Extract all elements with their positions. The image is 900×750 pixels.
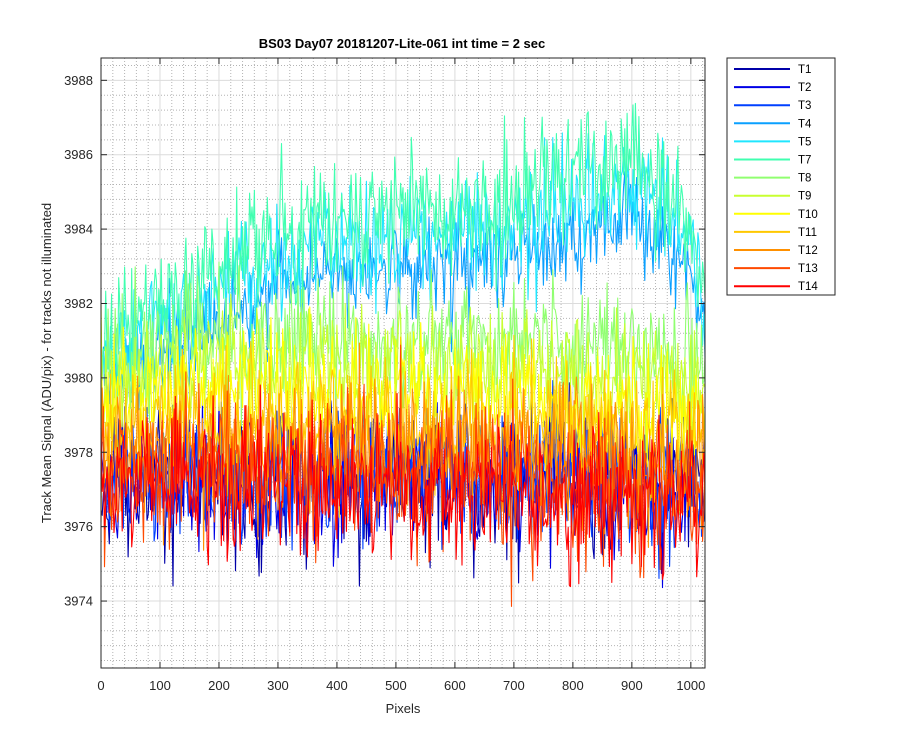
y-tick-label: 3982 xyxy=(64,296,93,311)
series-line-t4 xyxy=(100,171,706,411)
series-line-t14 xyxy=(100,384,706,588)
y-tick-label: 3984 xyxy=(64,222,93,237)
series-line-t5 xyxy=(100,125,706,386)
x-tick-label: 500 xyxy=(385,678,407,693)
x-tick-label: 1000 xyxy=(676,678,705,693)
legend-label-t8: T8 xyxy=(798,173,811,185)
y-tick-label: 3978 xyxy=(64,445,93,460)
x-tick-label: 200 xyxy=(208,678,230,693)
legend-box xyxy=(726,57,836,296)
x-axis-label: Pixels xyxy=(386,701,421,716)
legend-label-t2: T2 xyxy=(798,82,811,94)
legend-label-t12: T12 xyxy=(798,245,818,257)
series-line-t7 xyxy=(100,102,706,414)
y-tick-label: 3976 xyxy=(64,519,93,534)
legend-label-t11: T11 xyxy=(798,227,817,239)
legend-label-t9: T9 xyxy=(798,191,811,203)
legend-label-t13: T13 xyxy=(798,263,818,275)
plot-area: 0 100 200 300 400 500 600 700 800 900 1000 3974 3976… xyxy=(64,57,706,693)
y-axis-label: Track Mean Signal (ADU/pix) - for tracks… xyxy=(39,203,54,523)
legend-label-t10: T10 xyxy=(798,209,818,221)
legend-label-t7: T7 xyxy=(798,155,811,167)
chart-title: BS03 Day07 20181207-Lite-061 int time = … xyxy=(259,36,546,51)
legend-label-t1: T1 xyxy=(798,64,811,76)
series-layer xyxy=(100,102,706,607)
legend-label-t3: T3 xyxy=(798,100,811,112)
x-tick-label: 0 xyxy=(97,678,104,693)
series-line-t8 xyxy=(100,261,706,431)
legend: T1 T2 T3 T4 T5 T7 T8 T9 T10 T11 T12 T13 T14 xyxy=(726,57,836,296)
x-tick-label: 600 xyxy=(444,678,466,693)
x-tick-label: 900 xyxy=(621,678,643,693)
legend-label-t5: T5 xyxy=(798,136,811,148)
legend-label-t14: T14 xyxy=(798,281,818,293)
y-tick-label: 3974 xyxy=(64,594,93,609)
axis-ticks: 0 100 200 300 400 500 600 700 800 900 1000 3974 3976… xyxy=(64,58,705,693)
x-tick-label: 700 xyxy=(503,678,525,693)
x-tick-label: 300 xyxy=(267,678,289,693)
y-tick-label: 3988 xyxy=(64,73,93,88)
x-tick-label: 100 xyxy=(149,678,171,693)
x-tick-label: 800 xyxy=(562,678,584,693)
legend-label-t4: T4 xyxy=(798,118,812,130)
y-tick-label: 3980 xyxy=(64,370,93,385)
x-tick-label: 400 xyxy=(326,678,348,693)
y-tick-label: 3986 xyxy=(64,147,93,162)
plot-frame xyxy=(100,57,706,669)
